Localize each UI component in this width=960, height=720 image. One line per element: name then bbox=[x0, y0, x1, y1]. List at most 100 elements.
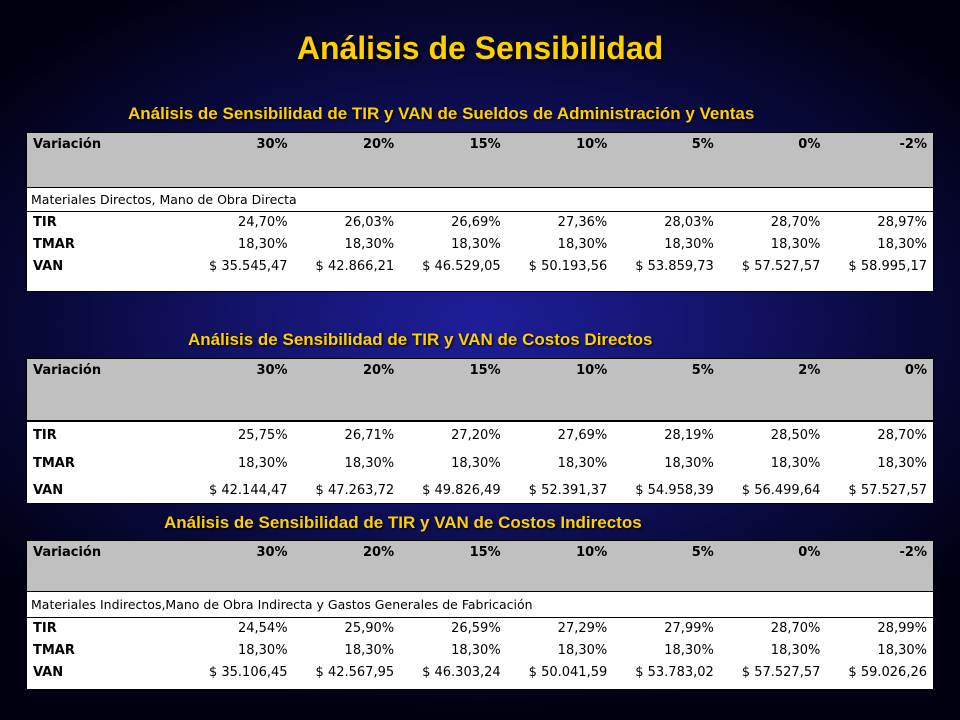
table-cell: $ 50.041,59 bbox=[528, 664, 608, 680]
table-cell: 18,30% bbox=[770, 642, 821, 658]
table-cell: $ 42.144,47 bbox=[208, 482, 288, 498]
table-cell: $ 54.958,39 bbox=[635, 482, 714, 498]
header-cell: 30% bbox=[187, 541, 294, 591]
table-cell: 28,99% bbox=[877, 620, 927, 636]
row-label: TIR bbox=[33, 214, 57, 230]
slide-title: Análisis de Sensibilidad bbox=[296, 30, 664, 66]
table-cell: 28,19% bbox=[664, 428, 714, 443]
table-row: TIR 24,70% 26,03% 26,69% 27,36% 28,03% 2… bbox=[27, 211, 933, 233]
header-cell: 10% bbox=[506, 359, 614, 421]
table-cell: 27,20% bbox=[451, 428, 501, 443]
table-cell: 18,30% bbox=[344, 236, 395, 252]
table-cell: 18,30% bbox=[877, 455, 927, 471]
row-label: TIR bbox=[33, 428, 57, 443]
table-cell: 18,30% bbox=[877, 236, 927, 252]
table-row: VAN $ 42.144,47 $ 47.263,72 $ 49.826,49 … bbox=[27, 477, 933, 503]
table-cell: 28,70% bbox=[770, 214, 821, 230]
header-cell: 0% bbox=[719, 541, 827, 591]
table-cell: 28,50% bbox=[770, 428, 821, 443]
table-cell: $ 53.783,02 bbox=[635, 664, 714, 680]
table-cell: 18,30% bbox=[557, 455, 608, 471]
table-cell: 18,30% bbox=[344, 642, 395, 658]
table-cell: 18,30% bbox=[451, 642, 501, 658]
table-cell: 28,70% bbox=[770, 620, 821, 636]
table-cell: $ 56.499,64 bbox=[741, 482, 821, 498]
table-cell: $ 50.193,56 bbox=[528, 258, 608, 274]
table-header-row: Variación 30% 20% 15% 10% 5% 2% 0% bbox=[27, 359, 933, 421]
sensitivity-table-1: Variación 30% 20% 15% 10% 5% 0% -2% Mate… bbox=[26, 132, 934, 292]
table-cell: 18,30% bbox=[770, 455, 821, 471]
header-cell: Variación bbox=[27, 541, 187, 591]
table-row: TMAR 18,30% 18,30% 18,30% 18,30% 18,30% … bbox=[27, 639, 933, 661]
header-cell: -2% bbox=[826, 541, 933, 591]
table-cell: 24,70% bbox=[237, 214, 288, 230]
header-cell: 5% bbox=[613, 133, 720, 187]
table-cell: $ 46.529,05 bbox=[422, 258, 501, 274]
table-cell: 18,30% bbox=[664, 236, 714, 252]
table-cell: 18,30% bbox=[237, 642, 288, 658]
table-cell: 24,54% bbox=[237, 620, 288, 636]
table-cell: $ 47.263,72 bbox=[315, 482, 395, 498]
table-cell: $ 49.826,49 bbox=[422, 482, 501, 498]
table-cell: 25,90% bbox=[344, 620, 395, 636]
sensitivity-table-3: Variación 30% 20% 15% 10% 5% 0% -2% Mate… bbox=[26, 540, 934, 690]
header-cell: 20% bbox=[293, 359, 401, 421]
table-cell: $ 53.859,73 bbox=[635, 258, 714, 274]
table-cell: 27,36% bbox=[557, 214, 608, 230]
header-cell: 20% bbox=[293, 133, 401, 187]
header-cell: 10% bbox=[506, 133, 614, 187]
table-cell: 28,70% bbox=[877, 428, 927, 443]
table-cell: $ 35.545,47 bbox=[208, 258, 288, 274]
row-label: TMAR bbox=[33, 642, 75, 658]
table-cell: 28,03% bbox=[664, 214, 714, 230]
table-cell: $ 59.026,26 bbox=[848, 664, 927, 680]
table-cell: 27,29% bbox=[557, 620, 608, 636]
row-label: TMAR bbox=[33, 455, 75, 471]
table-cell: 18,30% bbox=[237, 236, 288, 252]
header-cell: 15% bbox=[400, 541, 507, 591]
header-cell: 5% bbox=[613, 541, 720, 591]
table-cell: $ 42.567,95 bbox=[315, 664, 395, 680]
table-cell: 27,69% bbox=[557, 428, 608, 443]
table-cell: 26,69% bbox=[451, 214, 501, 230]
table-cell: 18,30% bbox=[557, 236, 608, 252]
header-cell: -2% bbox=[826, 133, 933, 187]
table-header-row: Variación 30% 20% 15% 10% 5% 0% -2% bbox=[27, 541, 933, 591]
category-band: Materiales Indirectos,Mano de Obra Indir… bbox=[27, 590, 933, 618]
table-cell: 18,30% bbox=[451, 455, 501, 471]
table-header-row: Variación 30% 20% 15% 10% 5% 0% -2% bbox=[27, 133, 933, 187]
table-cell: 18,30% bbox=[237, 455, 288, 471]
table-row: TMAR 18,30% 18,30% 18,30% 18,30% 18,30% … bbox=[27, 233, 933, 255]
header-cell: 30% bbox=[187, 359, 294, 421]
header-cell: 0% bbox=[719, 133, 827, 187]
section-2-subtitle: Análisis de Sensibilidad de TIR y VAN de… bbox=[188, 330, 653, 349]
header-cell: 15% bbox=[400, 133, 507, 187]
table-cell: $ 46.303,24 bbox=[422, 664, 501, 680]
table-cell: 25,75% bbox=[237, 428, 288, 443]
table-row: TMAR 18,30% 18,30% 18,30% 18,30% 18,30% … bbox=[27, 449, 933, 477]
table-cell: $ 42.866,21 bbox=[315, 258, 395, 274]
table-cell: 18,30% bbox=[344, 455, 395, 471]
table-cell: 27,99% bbox=[664, 620, 714, 636]
header-cell: 0% bbox=[826, 359, 933, 421]
row-label: VAN bbox=[33, 258, 64, 274]
category-band: Materiales Directos, Mano de Obra Direct… bbox=[27, 186, 933, 212]
section-1-subtitle: Análisis de Sensibilidad de TIR y VAN de… bbox=[128, 104, 755, 123]
section-3-subtitle: Análisis de Sensibilidad de TIR y VAN de… bbox=[164, 513, 642, 532]
sensitivity-table-2: Variación 30% 20% 15% 10% 5% 2% 0% TIR 2… bbox=[26, 358, 934, 504]
table-cell: 26,03% bbox=[344, 214, 395, 230]
row-label: TMAR bbox=[33, 236, 75, 252]
row-label: VAN bbox=[33, 482, 64, 498]
table-cell: $ 57.527,57 bbox=[741, 664, 821, 680]
table-cell: $ 35.106,45 bbox=[208, 664, 288, 680]
table-cell: 28,97% bbox=[877, 214, 927, 230]
table-row: TIR 25,75% 26,71% 27,20% 27,69% 28,19% 2… bbox=[27, 421, 933, 449]
table-cell: 26,71% bbox=[344, 428, 395, 443]
row-label: TIR bbox=[33, 620, 57, 636]
row-label: VAN bbox=[33, 664, 64, 680]
table-cell: 18,30% bbox=[770, 236, 821, 252]
header-cell: 30% bbox=[187, 133, 294, 187]
header-cell: 5% bbox=[613, 359, 720, 421]
table-cell: 18,30% bbox=[664, 642, 714, 658]
header-cell: Variación bbox=[27, 359, 187, 421]
